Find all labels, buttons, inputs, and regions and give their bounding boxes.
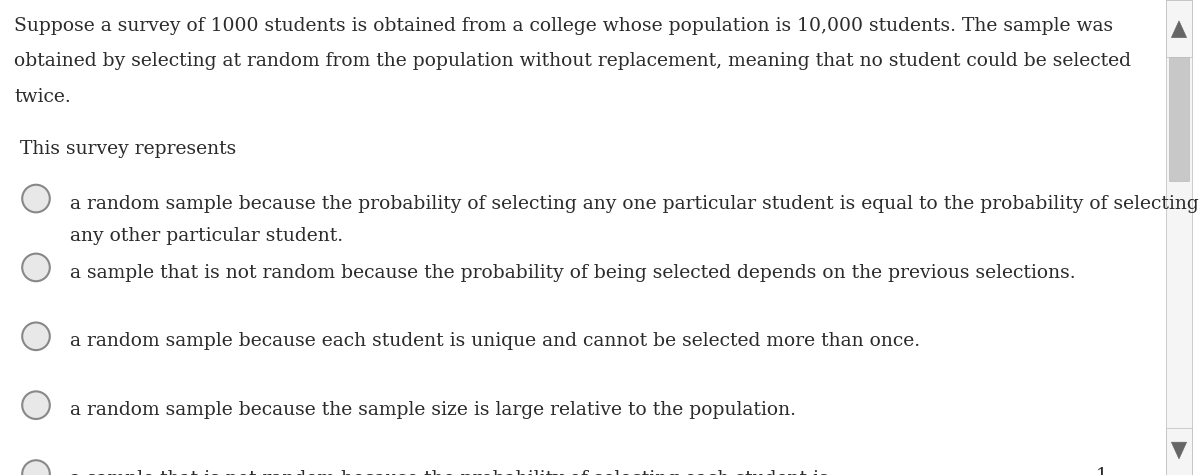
Polygon shape <box>1171 21 1187 38</box>
Ellipse shape <box>23 254 50 281</box>
Text: any other particular student.: any other particular student. <box>70 227 343 245</box>
Polygon shape <box>1171 442 1187 459</box>
Ellipse shape <box>23 323 50 350</box>
Text: obtained by selecting at random from the population without replacement, meaning: obtained by selecting at random from the… <box>14 52 1132 70</box>
Text: twice.: twice. <box>14 88 71 106</box>
Text: a random sample because the probability of selecting any one particular student : a random sample because the probability … <box>70 195 1199 213</box>
Bar <box>1166 428 1192 475</box>
Text: a random sample because the sample size is large relative to the population.: a random sample because the sample size … <box>70 401 796 419</box>
Text: 1: 1 <box>1096 467 1108 475</box>
Ellipse shape <box>23 460 50 475</box>
Text: Suppose a survey of 1000 students is obtained from a college whose population is: Suppose a survey of 1000 students is obt… <box>14 17 1114 35</box>
Bar <box>1169 57 1189 180</box>
Bar <box>1166 0 1192 57</box>
Text: This survey represents: This survey represents <box>20 140 236 158</box>
Text: a sample that is not random because the probability of being selected depends on: a sample that is not random because the … <box>70 264 1075 282</box>
Text: a random sample because each student is unique and cannot be selected more than : a random sample because each student is … <box>70 332 919 351</box>
Text: a sample that is not random because the probability of selecting each student is: a sample that is not random because the … <box>70 470 834 475</box>
Ellipse shape <box>23 185 50 212</box>
Ellipse shape <box>23 391 50 419</box>
Bar <box>1166 0 1192 475</box>
